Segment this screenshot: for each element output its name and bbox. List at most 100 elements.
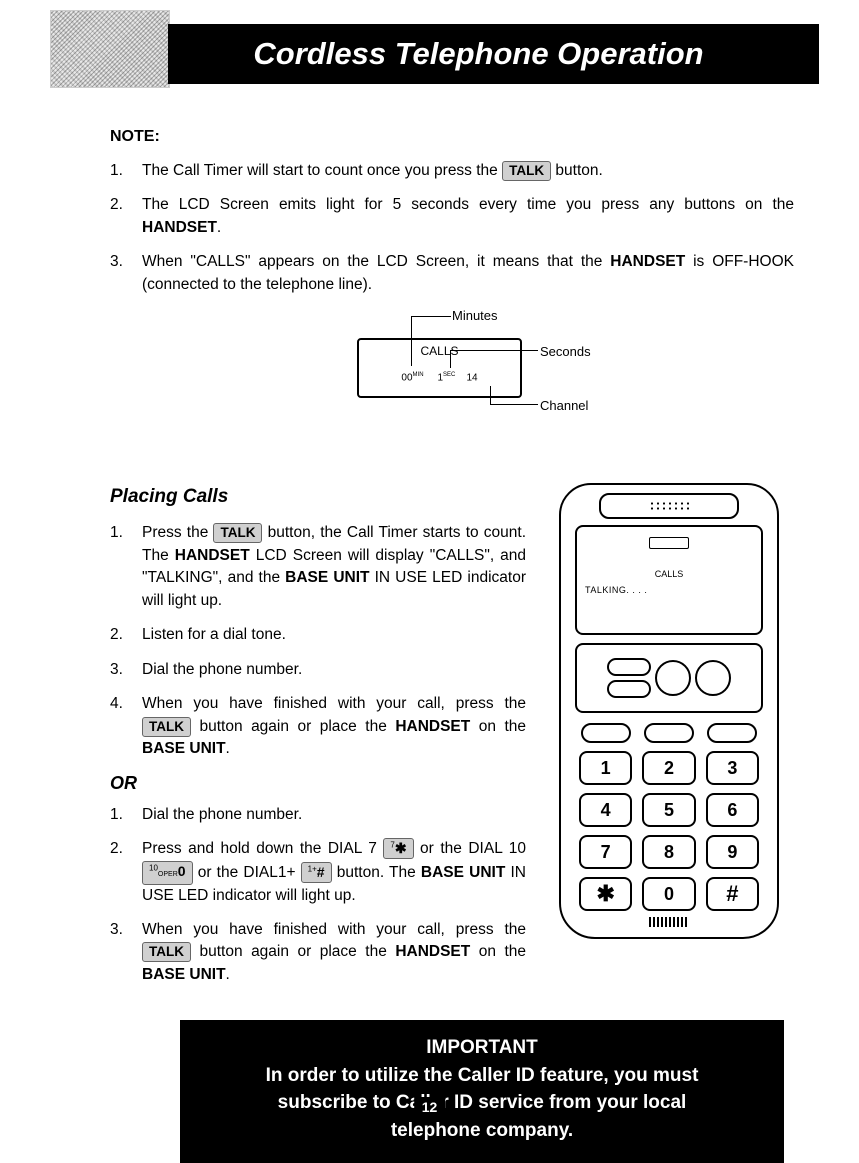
- lcd-min-unit: MIN: [413, 372, 424, 378]
- text: The LCD Screen emits light for 5 seconds…: [142, 196, 794, 213]
- t: or the DIAL1+: [193, 864, 301, 881]
- t: When you have finished with your call, p…: [142, 695, 526, 712]
- page-number: 12: [414, 1097, 446, 1117]
- note-list: The Call Timer will start to count once …: [110, 160, 794, 296]
- pa-step2: Listen for a dial tone.: [110, 624, 526, 646]
- key-4: 4: [579, 793, 632, 827]
- screen-calls: CALLS: [585, 569, 753, 579]
- talk-key: TALK: [213, 523, 262, 543]
- note-item-2: The LCD Screen emits light for 5 seconds…: [110, 194, 794, 239]
- key-6: 6: [706, 793, 759, 827]
- small-oval-row: [575, 723, 763, 743]
- pb-step2: Press and hold down the DIAL 7 7✱ or the…: [110, 838, 526, 907]
- t: on the: [470, 943, 526, 960]
- mid-panel: [575, 643, 763, 713]
- or-label: OR: [110, 773, 526, 794]
- sub: OPER: [158, 871, 178, 878]
- key-5: 5: [642, 793, 695, 827]
- talk-key: TALK: [142, 717, 191, 737]
- t: on the: [470, 718, 526, 735]
- placing-list-a: Press the TALK button, the Call Timer st…: [110, 522, 526, 760]
- handset-illustration: CALLS TALKING. . . .: [559, 483, 779, 939]
- handset-body: CALLS TALKING. . . .: [559, 483, 779, 939]
- note-label: NOTE:: [110, 128, 794, 146]
- b: BASE UNIT: [142, 966, 226, 983]
- zero-key: 10OPER0: [142, 861, 193, 885]
- key-3: 3: [706, 751, 759, 785]
- header-texture: [50, 10, 170, 88]
- handset-screen: CALLS TALKING. . . .: [575, 525, 763, 635]
- t: button again or place the: [191, 943, 395, 960]
- t: Press the: [142, 524, 213, 541]
- func-btn: [607, 680, 651, 698]
- two-col: Placing Calls Press the TALK button, the…: [110, 468, 794, 998]
- pb-step3: When you have finished with your call, p…: [110, 919, 526, 986]
- sup: 1+: [308, 865, 317, 874]
- t: Press and hold down the DIAL 7: [142, 840, 383, 857]
- screen-talking: TALKING. . . .: [585, 585, 753, 595]
- pa-step3: Dial the phone number.: [110, 659, 526, 681]
- round-btn: [655, 660, 691, 696]
- speaker-holes: [649, 501, 689, 511]
- placing-list-b: Dial the phone number. Press and hold do…: [110, 804, 526, 987]
- small-btn: [707, 723, 757, 743]
- talk-key: TALK: [142, 942, 191, 962]
- t: .: [226, 740, 230, 757]
- t: When you have finished with your call, p…: [142, 921, 526, 938]
- text: button.: [555, 162, 602, 179]
- sym: #: [317, 864, 325, 880]
- text: The Call Timer will start to count once …: [142, 162, 502, 179]
- important-body: In order to utilize the Caller ID featur…: [240, 1062, 724, 1145]
- page-header: Cordless Telephone Operation: [50, 20, 819, 98]
- hash-key: 1+#: [301, 862, 332, 883]
- header-title: Cordless Telephone Operation: [168, 24, 819, 84]
- key-9: 9: [706, 835, 759, 869]
- lcd-calls: CALLS: [359, 344, 520, 358]
- b: BASE UNIT: [421, 864, 505, 881]
- sup: 10: [149, 863, 158, 872]
- round-btn: [695, 660, 731, 696]
- key-hash: #: [706, 877, 759, 911]
- placing-calls-title: Placing Calls: [110, 486, 526, 508]
- b: HANDSET: [395, 718, 470, 735]
- key-star: ✱: [579, 877, 632, 911]
- line: [490, 404, 538, 405]
- lcd-label-channel: Channel: [540, 398, 588, 413]
- talk-key: TALK: [502, 161, 551, 181]
- important-title: IMPORTANT: [240, 1034, 724, 1062]
- t: button. The: [332, 864, 421, 881]
- keypad: 1 2 3 4 5 6 7 8 9 ✱ 0 #: [579, 751, 759, 911]
- key-8: 8: [642, 835, 695, 869]
- pa-step1: Press the TALK button, the Call Timer st…: [110, 522, 526, 612]
- important-box: IMPORTANT In order to utilize the Caller…: [180, 1020, 784, 1162]
- bold-text: HANDSET: [610, 253, 685, 270]
- lcd-label-seconds: Seconds: [540, 344, 591, 359]
- key-7: 7: [579, 835, 632, 869]
- pb-step1: Dial the phone number.: [110, 804, 526, 826]
- lcd-ch: 14: [466, 373, 477, 384]
- sym: ✱: [395, 840, 407, 856]
- b: HANDSET: [175, 547, 250, 564]
- key-1: 1: [579, 751, 632, 785]
- small-btn: [581, 723, 631, 743]
- b: BASE UNIT: [285, 569, 369, 586]
- lcd-sec-unit: SEC: [443, 372, 455, 378]
- main: 0: [178, 863, 186, 879]
- speaker: [599, 493, 739, 519]
- content-area: NOTE: The Call Timer will start to count…: [50, 128, 819, 1163]
- lcd-label-minutes: Minutes: [452, 308, 498, 323]
- lcd-row2: 00MIN 1SEC 14: [359, 372, 520, 383]
- lcd-min: 00: [401, 373, 412, 384]
- slot: [649, 537, 689, 549]
- key-2: 2: [642, 751, 695, 785]
- text: .: [217, 219, 221, 236]
- text: When "CALLS" appears on the LCD Screen, …: [142, 253, 610, 270]
- note-item-3: When "CALLS" appears on the LCD Screen, …: [110, 251, 794, 296]
- star-key: 7✱: [383, 838, 413, 859]
- b: HANDSET: [395, 943, 470, 960]
- bold-text: HANDSET: [142, 219, 217, 236]
- col-right: CALLS TALKING. . . .: [544, 468, 794, 998]
- lcd-frame: CALLS 00MIN 1SEC 14: [357, 338, 522, 398]
- pa-step4: When you have finished with your call, p…: [110, 693, 526, 760]
- bottom-strip: [649, 917, 689, 927]
